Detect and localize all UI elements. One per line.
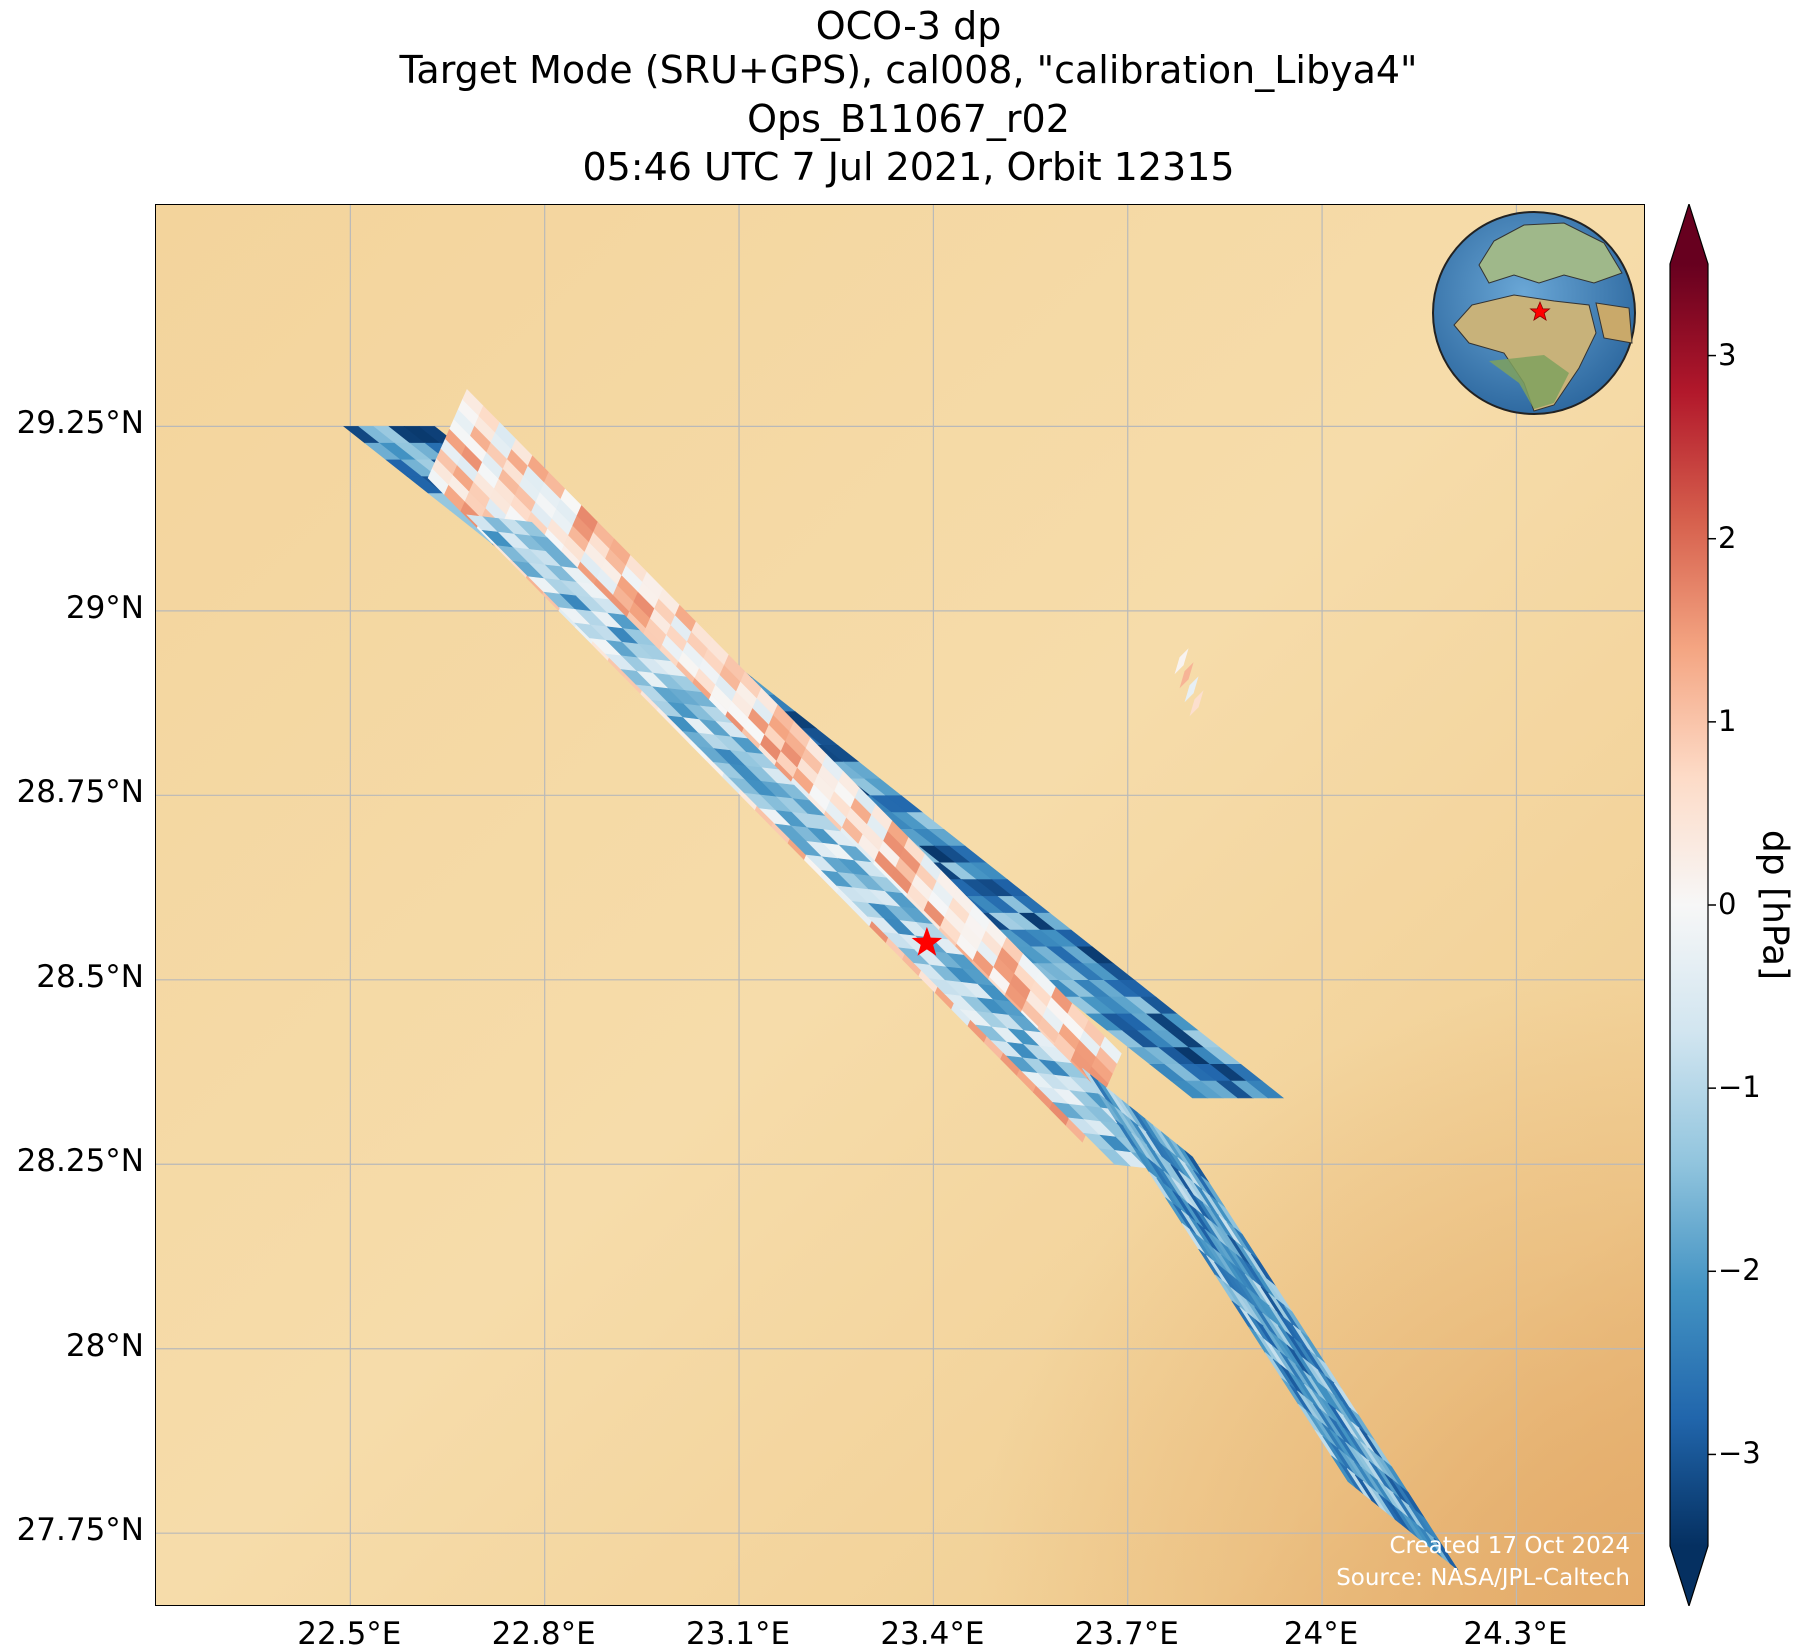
credit-source: Source: NASA/JPL-Caltech <box>1336 1565 1630 1591</box>
lat-tick-label: 28.25°N <box>16 1143 144 1180</box>
colorbar-tick-label: 2 <box>1718 520 1737 555</box>
map-canvas[interactable] <box>156 205 1645 1606</box>
credit-created: Created 17 Oct 2024 <box>1389 1533 1630 1559</box>
dp-pixel <box>1179 662 1194 689</box>
globe-green-band <box>1489 355 1569 409</box>
title-line-3: Ops_B11067_r02 <box>747 97 1070 141</box>
isolated-dp-patch <box>1174 648 1204 717</box>
lon-tick-label: 22.8°E <box>491 1616 596 1652</box>
lon-tick-label: 24°E <box>1283 1616 1359 1652</box>
gridlines <box>156 205 1644 1605</box>
colorbar-label: dp [hPa] <box>1754 829 1796 981</box>
dp-pixel <box>1174 648 1189 675</box>
colorbar-tick-label: −1 <box>1718 1070 1761 1105</box>
colorbar-gradient <box>1670 264 1708 1546</box>
lon-tick-label: 23.4°E <box>880 1616 985 1652</box>
colorbar-outline <box>1669 204 1709 1606</box>
globe-locator-inset <box>1432 211 1636 415</box>
map-panel[interactable]: Created 17 Oct 2024 Source: NASA/JPL-Cal… <box>155 204 1645 1606</box>
lat-tick-label: 27.75°N <box>16 1512 144 1549</box>
colorbar-tick-label: −3 <box>1718 1436 1761 1471</box>
title-line-2: Target Mode (SRU+GPS), cal008, "calibrat… <box>399 48 1418 92</box>
target-star-icon <box>911 926 943 956</box>
lon-tick-label: 23.1°E <box>685 1616 791 1652</box>
dp-pixel <box>1100 1036 1122 1064</box>
lat-tick-label: 28.75°N <box>16 774 144 811</box>
colorbar-tick-label: 3 <box>1718 337 1737 372</box>
lat-tick-label: 29.25°N <box>16 405 144 442</box>
lon-tick-label: 24.3°E <box>1463 1616 1568 1652</box>
colorbar-tick-label: −2 <box>1718 1253 1761 1288</box>
colorbar-tick-label: 0 <box>1718 887 1737 921</box>
lon-tick-label: 22.5°E <box>297 1616 402 1652</box>
dp-pixel <box>1184 676 1199 703</box>
globe-europe <box>1478 222 1623 284</box>
dp-pixel <box>1246 1080 1285 1099</box>
colorbar-tick-label: 1 <box>1718 703 1737 738</box>
title-line-1: OCO-3 dp <box>815 4 1002 48</box>
dp-pixel <box>1433 1537 1459 1571</box>
lat-tick-label: 28°N <box>65 1327 144 1364</box>
colorbar <box>1669 204 1716 1606</box>
colorbar-extend-min <box>1670 1546 1708 1606</box>
swath <box>1082 1068 1459 1571</box>
globe-target-star-icon <box>1529 300 1551 322</box>
lat-tick-label: 29°N <box>65 589 144 626</box>
colorbar-extend-max <box>1670 204 1708 264</box>
dp-swath-layer <box>343 388 1459 1571</box>
lat-tick-label: 28.5°N <box>36 958 144 995</box>
dp-pixel <box>1189 690 1204 717</box>
lon-tick-label: 23.7°E <box>1074 1616 1179 1652</box>
title-line-4: 05:46 UTC 7 Jul 2021, Orbit 12315 <box>582 145 1235 189</box>
globe-arabia <box>1595 302 1633 344</box>
